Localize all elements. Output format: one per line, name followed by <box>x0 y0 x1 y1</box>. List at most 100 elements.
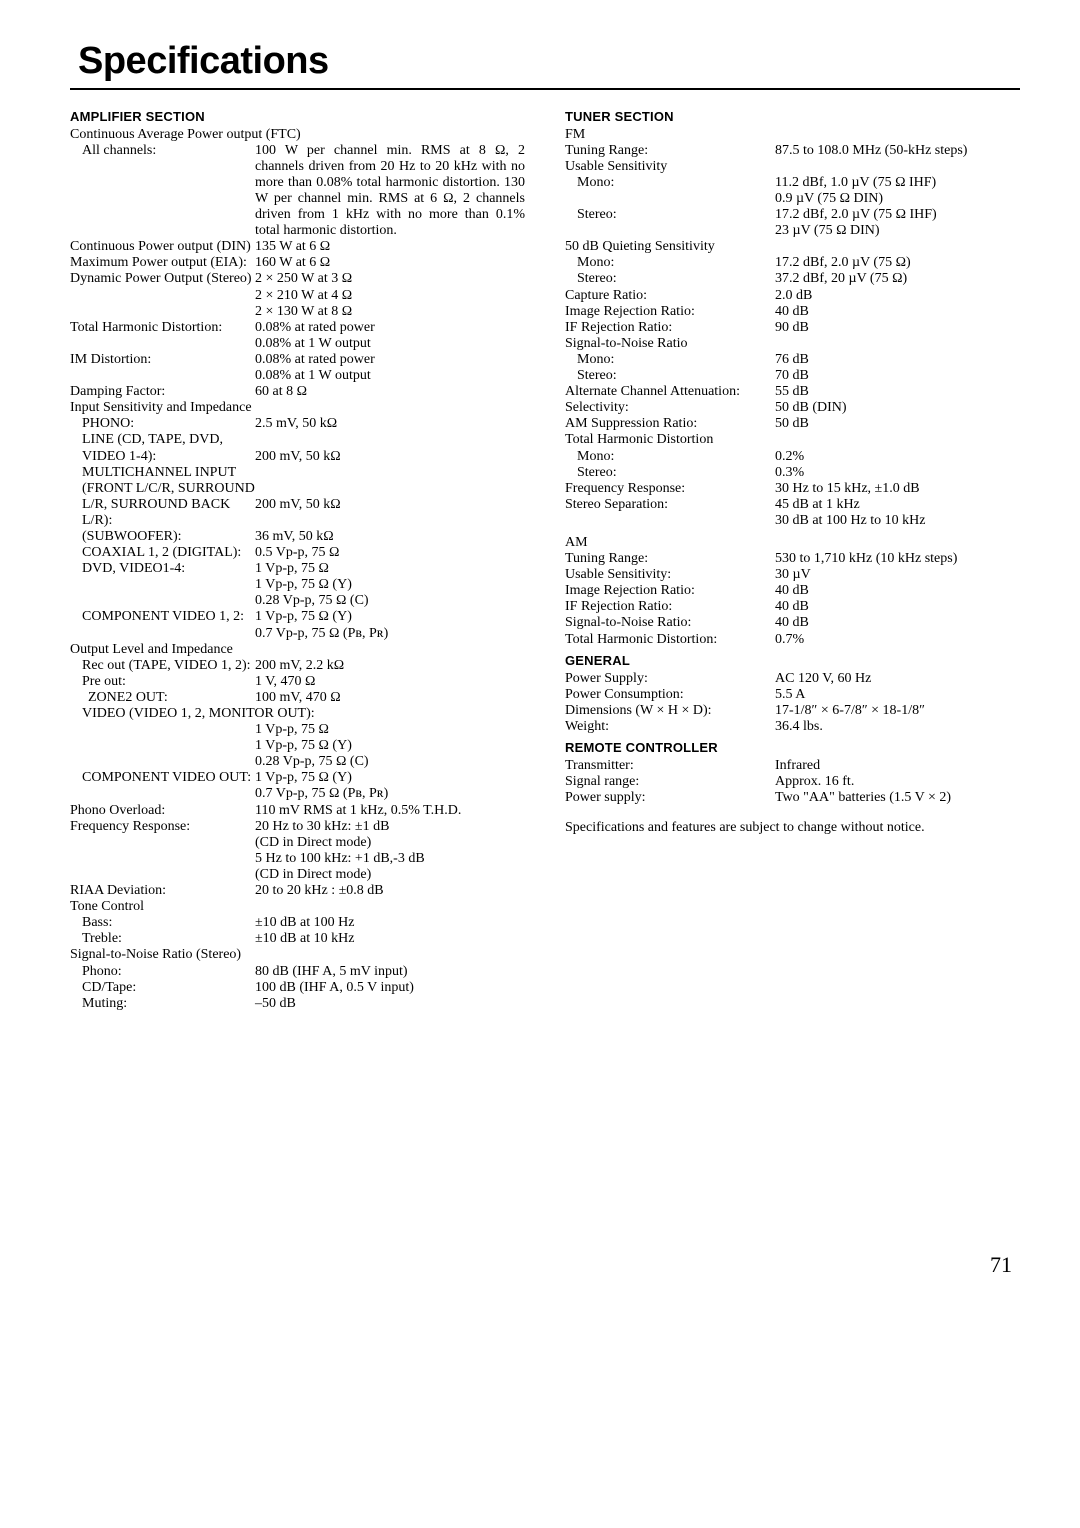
sr-value: Approx. 16 ft. <box>775 774 1020 790</box>
am-range-value: 530 to 1,710 kHz (10 kHz steps) <box>775 551 1020 567</box>
q-stereo-value: 37.2 dBf, 20 µV (75 Ω) <box>775 271 1020 287</box>
comp-in-label: COMPONENT VIDEO 1, 2: <box>70 609 255 625</box>
us-stereo-v2: 23 µV (75 Ω DIN) <box>775 223 1020 239</box>
dim-label: Dimensions (W × H × D): <box>565 703 775 719</box>
if-rej-label: IF Rejection Ratio: <box>565 320 775 336</box>
snr-phono-label: Phono: <box>70 964 255 980</box>
treble-value: ±10 dB at 10 kHz <box>255 931 525 947</box>
damping-label: Damping Factor: <box>70 384 255 400</box>
am-range-label: Tuning Range: <box>565 551 775 567</box>
us-mono-label: Mono: <box>565 175 775 191</box>
multi-label-1: MULTICHANNEL INPUT <box>70 465 525 481</box>
sub-value: 36 mV, 50 kΩ <box>255 529 525 545</box>
thd-stereo-label: Stereo: <box>565 465 775 481</box>
comp-in-v1: 1 Vp-p, 75 Ω (Y) <box>255 609 525 625</box>
freq-v3: 5 Hz to 100 kHz: +1 dB,-3 dB <box>255 851 525 867</box>
max-eia-label: Maximum Power output (EIA): <box>70 255 255 271</box>
zone2-value: 100 mV, 470 Ω <box>255 690 525 706</box>
sr-label: Signal range: <box>565 774 775 790</box>
multi-label-2: (FRONT L/C/R, SURROUND <box>70 481 525 497</box>
fr-value: 30 Hz to 15 kHz, ±1.0 dB <box>775 481 1020 497</box>
video-out-label: VIDEO (VIDEO 1, 2, MONITOR OUT): <box>70 706 525 722</box>
disclaimer: Specifications and features are subject … <box>565 820 1020 836</box>
fr-label: Frequency Response: <box>565 481 775 497</box>
input-sens-head: Input Sensitivity and Impedance <box>70 400 525 416</box>
snr-mono-value: 76 dB <box>775 352 1020 368</box>
imd-label: IM Distortion: <box>70 352 255 368</box>
ps-value: AC 120 V, 60 Hz <box>775 671 1020 687</box>
coax-value: 0.5 Vp-p, 75 Ω <box>255 545 525 561</box>
am-us-value: 30 µV <box>775 567 1020 583</box>
dvd-v1: 1 Vp-p, 75 Ω <box>255 561 525 577</box>
zone2-label: ZONE2 OUT: <box>70 690 255 706</box>
tuner-section-head: TUNER SECTION <box>565 110 1020 125</box>
muting-label: Muting: <box>70 996 255 1012</box>
video-out-v1: 1 Vp-p, 75 Ω <box>255 722 525 738</box>
ss-label: Stereo Separation: <box>565 497 775 513</box>
general-section-head: GENERAL <box>565 654 1020 669</box>
treble-label: Treble: <box>70 931 255 947</box>
phono-value: 2.5 mV, 50 kΩ <box>255 416 525 432</box>
coax-label: COAXIAL 1, 2 (DIGITAL): <box>70 545 255 561</box>
am-snr-value: 40 dB <box>775 615 1020 631</box>
snr-head-right: Signal-to-Noise Ratio <box>565 336 1020 352</box>
capture-label: Capture Ratio: <box>565 288 775 304</box>
video-out-v3: 0.28 Vp-p, 75 Ω (C) <box>255 754 525 770</box>
thd-head-right: Total Harmonic Distortion <box>565 432 1020 448</box>
quiet-sens-head: 50 dB Quieting Sensitivity <box>565 239 1020 255</box>
all-channels-value: 100 W per channel min. RMS at 8 Ω, 2 cha… <box>255 143 525 240</box>
dvd-label: DVD, VIDEO1-4: <box>70 561 255 577</box>
freq-v4: (CD in Direct mode) <box>255 867 525 883</box>
ams-label: AM Suppression Ratio: <box>565 416 775 432</box>
multi-value: 200 mV, 50 kΩ <box>255 497 525 513</box>
am-if-label: IF Rejection Ratio: <box>565 599 775 615</box>
comp-out-label: COMPONENT VIDEO OUT: <box>70 770 255 786</box>
am-us-label: Usable Sensitivity: <box>565 567 775 583</box>
preout-value: 1 V, 470 Ω <box>255 674 525 690</box>
aca-value: 55 dB <box>775 384 1020 400</box>
sel-value: 50 dB (DIN) <box>775 400 1020 416</box>
dvd-v2: 1 Vp-p, 75 Ω (Y) <box>255 577 525 593</box>
freq-label: Frequency Response: <box>70 819 255 835</box>
cont-power-head: Continuous Average Power output (FTC) <box>70 127 525 143</box>
riaa-label: RIAA Deviation: <box>70 883 255 899</box>
recout-value: 200 mV, 2.2 kΩ <box>255 658 525 674</box>
ams-value: 50 dB <box>775 416 1020 432</box>
phono-ovl-value: 110 mV RMS at 1 kHz, 0.5% T.H.D. <box>255 803 525 819</box>
comp-out-v2: 0.7 Vp-p, 75 Ω (Pʙ, Pʀ) <box>255 786 525 802</box>
image-rej-label: Image Rejection Ratio: <box>565 304 775 320</box>
title-rule <box>70 88 1020 90</box>
thd-stereo-value: 0.3% <box>775 465 1020 481</box>
rps-label: Power supply: <box>565 790 775 806</box>
dyn-stereo-v2: 2 × 210 W at 4 Ω <box>255 288 525 304</box>
snr-stereo-label: Stereo: <box>565 368 775 384</box>
recout-label: Rec out (TAPE, VIDEO 1, 2): <box>70 658 255 674</box>
page-title: Specifications <box>78 40 1020 84</box>
image-rej-value: 40 dB <box>775 304 1020 320</box>
multi-label-3: L/R, SURROUND BACK L/R): <box>70 497 255 529</box>
rps-value: Two "AA" batteries (1.5 V × 2) <box>775 790 1020 806</box>
imd-v1: 0.08% at rated power <box>255 352 525 368</box>
q-mono-label: Mono: <box>565 255 775 271</box>
thd-label: Total Harmonic Distortion: <box>70 320 255 336</box>
am-img-label: Image Rejection Ratio: <box>565 583 775 599</box>
pc-value: 5.5 A <box>775 687 1020 703</box>
dim-value: 17-1/8″ × 6-7/8″ × 18-1/8″ <box>775 703 1020 719</box>
phono-label: PHONO: <box>70 416 255 432</box>
video14-label: VIDEO 1-4): <box>70 449 255 465</box>
snr-phono-value: 80 dB (IHF A, 5 mV input) <box>255 964 525 980</box>
left-column: AMPLIFIER SECTION Continuous Average Pow… <box>70 108 525 1012</box>
damping-value: 60 at 8 Ω <box>255 384 525 400</box>
dyn-stereo-label: Dynamic Power Output (Stereo) <box>70 271 255 287</box>
line-label: LINE (CD, TAPE, DVD, <box>70 432 525 448</box>
dvd-v3: 0.28 Vp-p, 75 Ω (C) <box>255 593 525 609</box>
cont-din-label: Continuous Power output (DIN) <box>70 239 255 255</box>
pc-label: Power Consumption: <box>565 687 775 703</box>
snr-cd-label: CD/Tape: <box>70 980 255 996</box>
fm-range-label: Tuning Range: <box>565 143 775 159</box>
q-stereo-label: Stereo: <box>565 271 775 287</box>
cont-din-value: 135 W at 6 Ω <box>255 239 525 255</box>
usable-sens-head: Usable Sensitivity <box>565 159 1020 175</box>
am-snr-label: Signal-to-Noise Ratio: <box>565 615 775 631</box>
max-eia-value: 160 W at 6 Ω <box>255 255 525 271</box>
